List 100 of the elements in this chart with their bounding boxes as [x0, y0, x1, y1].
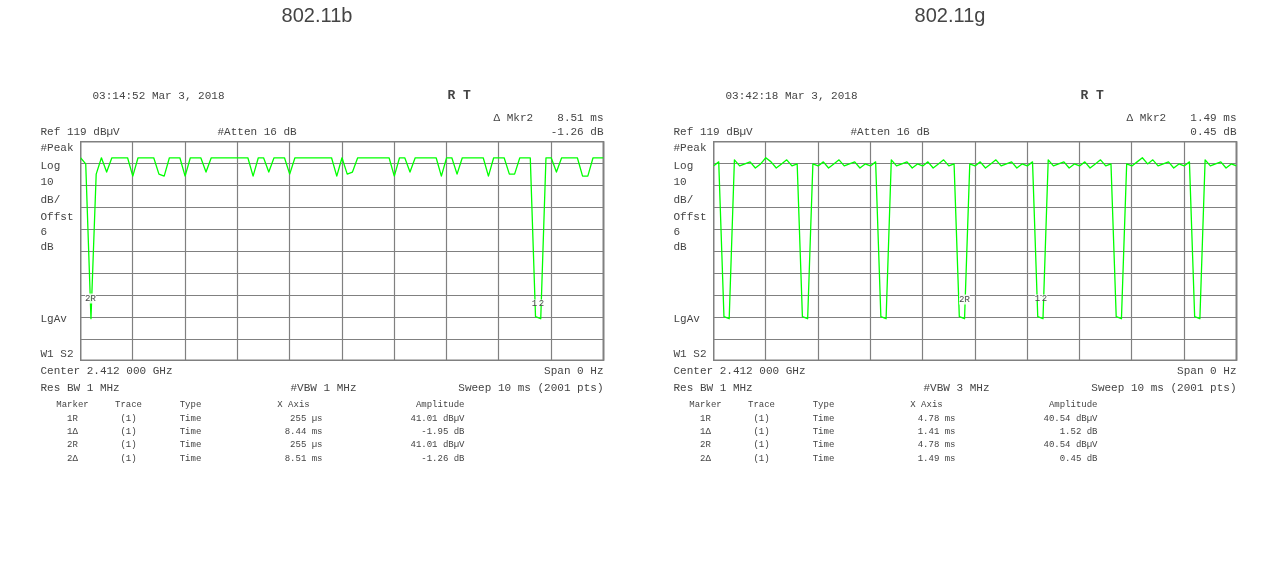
text: 255 µs: [290, 439, 323, 450]
text: Log: [673, 159, 694, 172]
chart-title: 802.11b: [281, 3, 353, 26]
text: 1Δ: [700, 426, 712, 437]
text: Amplitude: [1048, 399, 1098, 410]
text: #Peak: [40, 141, 74, 154]
text: (1): [120, 439, 137, 450]
text: Sweep 10 ms (2001 pts): [458, 381, 604, 394]
text: 1.49 ms: [1190, 111, 1237, 124]
text: 2Δ: [67, 453, 79, 464]
text: Type: [179, 399, 202, 410]
text: Log: [40, 159, 61, 172]
text: Ref 119 dBµV: [673, 125, 754, 138]
text: 2R: [67, 439, 79, 450]
text: Trace: [115, 399, 143, 410]
text: -1.26 dB: [550, 125, 604, 138]
text: Amplitude: [415, 399, 465, 410]
text: 10: [673, 176, 687, 188]
text: W1 S2: [673, 347, 707, 360]
chart-title: 802.11g: [914, 3, 986, 26]
text: Center 2.412 000 GHz: [40, 364, 173, 377]
annotation: 2R: [959, 294, 971, 305]
text: (1): [753, 453, 770, 464]
text: Time: [179, 413, 202, 424]
text: LgAv: [40, 312, 68, 325]
text: -1.95 dB: [421, 426, 466, 437]
text: 1Δ: [67, 426, 79, 437]
text: 6: [40, 226, 48, 238]
text: 8.51 ms: [557, 111, 604, 124]
text: R T: [1080, 88, 1105, 103]
text: LgAv: [673, 312, 701, 325]
text: Type: [812, 399, 835, 410]
text: 40.54 dBµV: [1043, 439, 1099, 450]
text: 1.49 ms: [917, 453, 956, 464]
text: Time: [179, 453, 202, 464]
text: 0.45 dB: [1059, 453, 1099, 464]
annotation: 1: [531, 298, 538, 309]
text: Center 2.412 000 GHz: [673, 364, 806, 377]
text: Time: [179, 439, 202, 450]
text: 41.01 dBµV: [410, 413, 466, 424]
text: dB: [40, 240, 55, 253]
text: 2Δ: [700, 453, 712, 464]
text: Time: [812, 426, 835, 437]
text: Trace: [748, 399, 776, 410]
text: 8.51 ms: [284, 453, 323, 464]
text: 40.54 dBµV: [1043, 413, 1099, 424]
text: -1.26 dB: [421, 453, 466, 464]
text: 10: [40, 176, 54, 188]
text: #Peak: [673, 141, 707, 154]
text: Span 0 Hz: [1177, 364, 1237, 377]
text: (1): [120, 426, 137, 437]
text: Marker: [689, 399, 722, 410]
text: Sweep 10 ms (2001 pts): [1091, 381, 1237, 394]
text: Offst: [673, 210, 707, 223]
text: Marker: [56, 399, 89, 410]
text: (1): [753, 413, 770, 424]
text: 2R: [700, 439, 712, 450]
text: 03:14:52 Mar 3, 2018: [92, 89, 225, 102]
text: 4.78 ms: [917, 439, 956, 450]
text: Time: [179, 426, 202, 437]
text: Span 0 Hz: [544, 364, 604, 377]
text: 1R: [700, 413, 712, 424]
text: dB: [673, 240, 688, 253]
text: 41.01 dBµV: [410, 439, 466, 450]
text: (1): [753, 439, 770, 450]
text: #Atten 16 dB: [217, 125, 298, 138]
annotation: 2: [1041, 293, 1048, 304]
text: 03:42:18 Mar 3, 2018: [725, 89, 858, 102]
annotation: 2R: [85, 293, 97, 304]
text: 8.44 ms: [284, 426, 323, 437]
annotation: 1: [1034, 293, 1041, 304]
text: Time: [812, 413, 835, 424]
text: R T: [447, 88, 472, 103]
text: #VBW 1 MHz: [290, 381, 357, 394]
text: #Atten 16 dB: [850, 125, 931, 138]
text: 255 µs: [290, 413, 323, 424]
text: X Axis: [910, 399, 943, 410]
text: Time: [812, 439, 835, 450]
annotation: 2: [538, 298, 545, 309]
text: (1): [753, 426, 770, 437]
text: Res BW 1 MHz: [673, 381, 753, 394]
text: Δ Mkr2: [493, 111, 534, 124]
text: 1R: [67, 413, 79, 424]
text: X Axis: [277, 399, 310, 410]
text: (1): [120, 413, 137, 424]
text: (1): [120, 453, 137, 464]
text: W1 S2: [40, 347, 74, 360]
text: Δ Mkr2: [1126, 111, 1167, 124]
text: Time: [812, 453, 835, 464]
text: 1.52 dB: [1059, 426, 1099, 437]
text: dB/: [673, 193, 694, 206]
text: 4.78 ms: [917, 413, 956, 424]
text: Ref 119 dBµV: [40, 125, 121, 138]
text: dB/: [40, 193, 61, 206]
text: Offst: [40, 210, 74, 223]
text: 6: [673, 226, 681, 238]
text: 1.41 ms: [917, 426, 956, 437]
text: 0.45 dB: [1190, 125, 1237, 138]
text: Res BW 1 MHz: [40, 381, 120, 394]
text: #VBW 3 MHz: [923, 381, 990, 394]
